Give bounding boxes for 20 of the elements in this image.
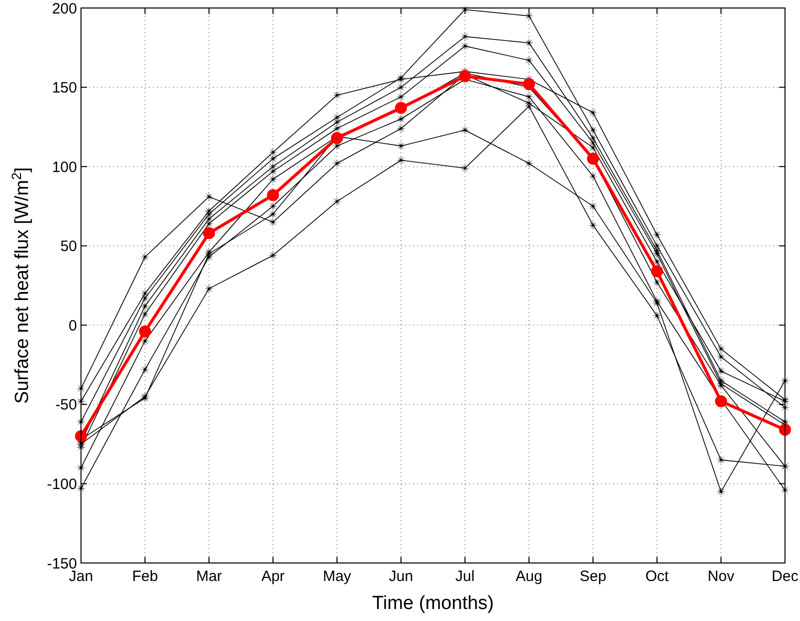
x-tick-label: Nov (708, 568, 735, 585)
x-tick-label: Aug (516, 568, 542, 585)
y-tick-label: 150 (52, 80, 77, 97)
y-tick-label: -100 (46, 476, 77, 493)
x-tick-label: Jun (388, 568, 414, 585)
x-tick-label: Oct (645, 568, 670, 585)
x-axis-title: Time (months) (372, 593, 494, 614)
y-tick-label: 0 (68, 317, 77, 334)
x-tick-label: May (322, 568, 352, 585)
x-tick-label: Jan (68, 568, 94, 585)
y-tick-label: 200 (52, 0, 77, 18)
x-tick-label: Apr (261, 568, 285, 585)
x-tick-label: Dec (772, 568, 799, 585)
y-tick-label: 50 (60, 238, 77, 256)
y-tick-label: 100 (52, 158, 77, 176)
x-tick-label: Mar (196, 568, 222, 585)
x-tick-label: Sep (580, 568, 606, 585)
x-tick-label: Jul (455, 568, 475, 585)
x-tick-label: Feb (132, 568, 158, 585)
y-tick-label: -50 (55, 396, 77, 414)
